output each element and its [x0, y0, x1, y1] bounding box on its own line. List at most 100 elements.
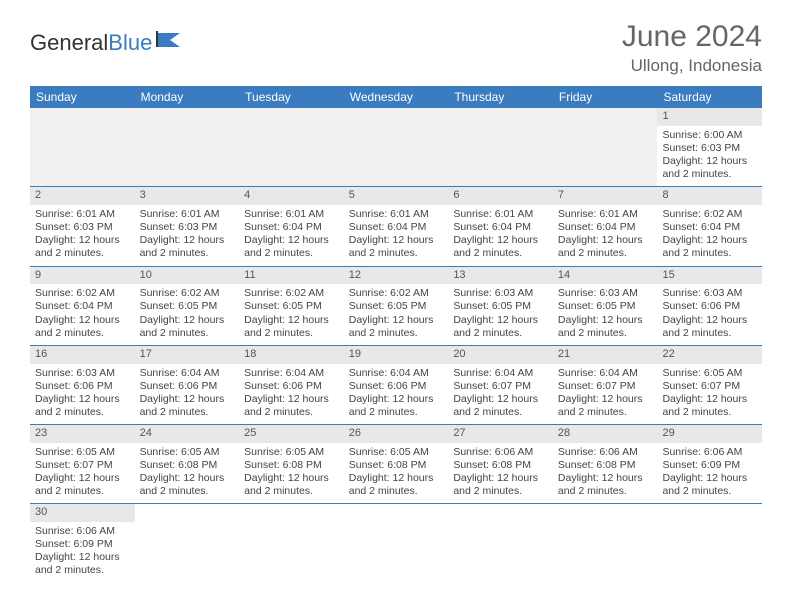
day-content: Sunrise: 6:01 AMSunset: 6:04 PMDaylight:…	[344, 205, 449, 266]
day-line-ss: Sunset: 6:07 PM	[453, 380, 548, 393]
weekday-header: Tuesday	[239, 86, 344, 108]
day-content: Sunrise: 6:04 AMSunset: 6:07 PMDaylight:…	[553, 364, 658, 425]
day-number: 8	[657, 187, 762, 205]
day-content: Sunrise: 6:05 AMSunset: 6:08 PMDaylight:…	[135, 443, 240, 504]
day-line-dl2: and 2 minutes.	[662, 327, 757, 340]
day-line-dl2: and 2 minutes.	[35, 406, 130, 419]
day-number: 5	[344, 187, 449, 205]
day-number: 14	[553, 267, 658, 285]
day-cell	[239, 108, 344, 186]
weekday-header: Friday	[553, 86, 658, 108]
day-line-ss: Sunset: 6:05 PM	[140, 300, 235, 313]
day-line-ss: Sunset: 6:04 PM	[453, 221, 548, 234]
day-line-dl1: Daylight: 12 hours	[453, 472, 548, 485]
day-line-dl1: Daylight: 12 hours	[558, 314, 653, 327]
day-content: Sunrise: 6:01 AMSunset: 6:04 PMDaylight:…	[553, 205, 658, 266]
day-line-sr: Sunrise: 6:04 AM	[140, 367, 235, 380]
day-line-dl2: and 2 minutes.	[35, 247, 130, 260]
day-line-sr: Sunrise: 6:04 AM	[244, 367, 339, 380]
day-line-sr: Sunrise: 6:03 AM	[558, 287, 653, 300]
day-line-ss: Sunset: 6:09 PM	[662, 459, 757, 472]
logo-flag-icon	[156, 29, 182, 55]
month-title: June 2024	[622, 20, 762, 54]
logo: GeneralBlue	[30, 30, 182, 56]
day-line-sr: Sunrise: 6:06 AM	[35, 525, 130, 538]
day-number: 28	[553, 425, 658, 443]
day-line-ss: Sunset: 6:06 PM	[349, 380, 444, 393]
day-cell: 27Sunrise: 6:06 AMSunset: 6:08 PMDayligh…	[448, 425, 553, 503]
day-number: 12	[344, 267, 449, 285]
header: GeneralBlue June 2024 Ullong, Indonesia	[0, 0, 792, 86]
day-content: Sunrise: 6:05 AMSunset: 6:07 PMDaylight:…	[657, 364, 762, 425]
day-line-dl1: Daylight: 12 hours	[453, 314, 548, 327]
weekday-header-row: SundayMondayTuesdayWednesdayThursdayFrid…	[30, 86, 762, 108]
day-line-ss: Sunset: 6:06 PM	[244, 380, 339, 393]
day-line-sr: Sunrise: 6:02 AM	[349, 287, 444, 300]
day-content: Sunrise: 6:03 AMSunset: 6:06 PMDaylight:…	[30, 364, 135, 425]
day-line-sr: Sunrise: 6:02 AM	[35, 287, 130, 300]
day-line-dl1: Daylight: 12 hours	[662, 472, 757, 485]
day-number: 11	[239, 267, 344, 285]
day-content: Sunrise: 6:04 AMSunset: 6:07 PMDaylight:…	[448, 364, 553, 425]
day-cell: 16Sunrise: 6:03 AMSunset: 6:06 PMDayligh…	[30, 346, 135, 424]
day-cell: 21Sunrise: 6:04 AMSunset: 6:07 PMDayligh…	[553, 346, 658, 424]
day-line-dl1: Daylight: 12 hours	[558, 234, 653, 247]
day-number: 9	[30, 267, 135, 285]
day-line-dl2: and 2 minutes.	[662, 485, 757, 498]
day-line-dl1: Daylight: 12 hours	[140, 234, 235, 247]
day-line-ss: Sunset: 6:08 PM	[349, 459, 444, 472]
day-line-dl1: Daylight: 12 hours	[349, 234, 444, 247]
day-number: 20	[448, 346, 553, 364]
day-line-dl2: and 2 minutes.	[35, 327, 130, 340]
day-cell: 30Sunrise: 6:06 AMSunset: 6:09 PMDayligh…	[30, 504, 135, 582]
day-line-ss: Sunset: 6:04 PM	[558, 221, 653, 234]
day-line-ss: Sunset: 6:07 PM	[558, 380, 653, 393]
day-content: Sunrise: 6:01 AMSunset: 6:03 PMDaylight:…	[30, 205, 135, 266]
day-line-dl1: Daylight: 12 hours	[35, 472, 130, 485]
day-cell	[553, 108, 658, 186]
day-line-ss: Sunset: 6:06 PM	[140, 380, 235, 393]
day-cell: 9Sunrise: 6:02 AMSunset: 6:04 PMDaylight…	[30, 267, 135, 345]
day-content: Sunrise: 6:06 AMSunset: 6:09 PMDaylight:…	[657, 443, 762, 504]
day-line-dl2: and 2 minutes.	[35, 564, 130, 577]
day-line-sr: Sunrise: 6:03 AM	[453, 287, 548, 300]
logo-text-blue: Blue	[108, 30, 152, 56]
day-line-dl1: Daylight: 12 hours	[244, 234, 339, 247]
day-line-dl2: and 2 minutes.	[453, 247, 548, 260]
day-line-sr: Sunrise: 6:05 AM	[35, 446, 130, 459]
day-line-ss: Sunset: 6:03 PM	[140, 221, 235, 234]
day-content: Sunrise: 6:03 AMSunset: 6:06 PMDaylight:…	[657, 284, 762, 345]
day-content: Sunrise: 6:04 AMSunset: 6:06 PMDaylight:…	[344, 364, 449, 425]
day-content: Sunrise: 6:00 AMSunset: 6:03 PMDaylight:…	[657, 126, 762, 187]
day-cell: 29Sunrise: 6:06 AMSunset: 6:09 PMDayligh…	[657, 425, 762, 503]
day-cell: 13Sunrise: 6:03 AMSunset: 6:05 PMDayligh…	[448, 267, 553, 345]
day-line-dl2: and 2 minutes.	[140, 406, 235, 419]
day-line-sr: Sunrise: 6:05 AM	[349, 446, 444, 459]
day-cell	[344, 108, 449, 186]
day-line-dl1: Daylight: 12 hours	[558, 472, 653, 485]
day-cell: 14Sunrise: 6:03 AMSunset: 6:05 PMDayligh…	[553, 267, 658, 345]
day-line-dl1: Daylight: 12 hours	[35, 314, 130, 327]
day-line-dl2: and 2 minutes.	[558, 247, 653, 260]
day-line-dl2: and 2 minutes.	[349, 485, 444, 498]
day-cell	[344, 504, 449, 582]
day-cell: 5Sunrise: 6:01 AMSunset: 6:04 PMDaylight…	[344, 187, 449, 265]
day-number: 29	[657, 425, 762, 443]
day-line-sr: Sunrise: 6:04 AM	[558, 367, 653, 380]
day-line-ss: Sunset: 6:08 PM	[244, 459, 339, 472]
day-line-dl1: Daylight: 12 hours	[349, 472, 444, 485]
day-line-dl2: and 2 minutes.	[662, 406, 757, 419]
day-line-sr: Sunrise: 6:01 AM	[35, 208, 130, 221]
title-block: June 2024 Ullong, Indonesia	[622, 20, 762, 76]
day-line-dl2: and 2 minutes.	[662, 247, 757, 260]
day-line-dl2: and 2 minutes.	[662, 168, 757, 181]
day-line-ss: Sunset: 6:06 PM	[662, 300, 757, 313]
day-line-dl1: Daylight: 12 hours	[662, 314, 757, 327]
day-line-ss: Sunset: 6:08 PM	[140, 459, 235, 472]
day-number: 17	[135, 346, 240, 364]
day-number: 3	[135, 187, 240, 205]
day-cell: 18Sunrise: 6:04 AMSunset: 6:06 PMDayligh…	[239, 346, 344, 424]
day-line-ss: Sunset: 6:03 PM	[662, 142, 757, 155]
day-line-dl2: and 2 minutes.	[349, 406, 444, 419]
day-line-sr: Sunrise: 6:01 AM	[349, 208, 444, 221]
